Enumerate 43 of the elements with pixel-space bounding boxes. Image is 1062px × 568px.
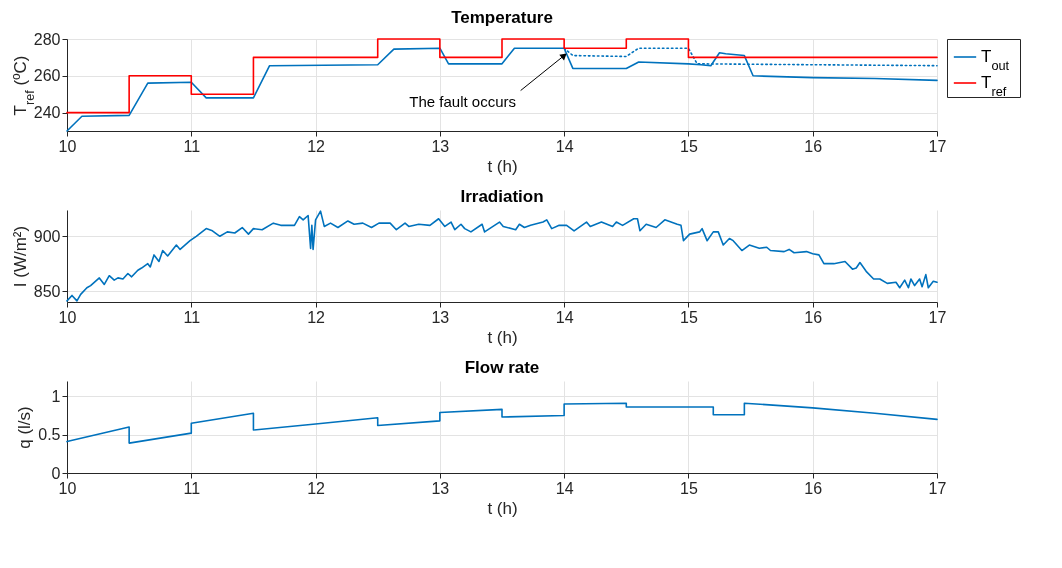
x-tick-label: 15 [680, 479, 698, 497]
x-tick-label: 15 [680, 308, 698, 326]
x-tick-label: 14 [555, 137, 574, 155]
x-tick-label: 16 [804, 137, 823, 155]
annotation: The fault occurs [409, 92, 516, 110]
x-axis-title: t (h) [487, 327, 518, 347]
y-tick-label: 0 [51, 464, 61, 482]
x-tick-label: 10 [58, 479, 77, 497]
chart-title: Irradiation [460, 187, 544, 206]
y-tick-label: 260 [33, 67, 61, 85]
x-tick-label: 10 [58, 308, 77, 326]
x-tick-label: 13 [431, 137, 450, 155]
x-tick-label: 17 [928, 479, 947, 497]
chart-title: Temperature [451, 8, 553, 27]
x-tick-label: 15 [680, 137, 698, 155]
chart-title: Flow rate [464, 358, 540, 377]
y-tick-label: 0.5 [38, 426, 61, 444]
y-tick-label: 280 [33, 30, 61, 48]
y-tick-label: 900 [33, 227, 61, 245]
x-tick-label: 16 [804, 479, 823, 497]
y-axis-title: q (l/s) [15, 406, 35, 449]
y-tick-label: 1 [51, 387, 61, 405]
x-tick-label: 14 [555, 308, 574, 326]
x-tick-label: 13 [431, 479, 450, 497]
x-tick-label: 10 [58, 137, 77, 155]
y-axis-title: I (W/m²) [10, 225, 30, 288]
x-tick-label: 12 [307, 137, 326, 155]
x-tick-label: 11 [183, 137, 201, 155]
x-tick-label: 11 [183, 308, 201, 326]
legend-label: T$_{out}$ [981, 47, 1010, 73]
y-tick-label: 850 [33, 282, 61, 300]
line-series [66, 402, 938, 444]
x-axis-title: t (h) [487, 156, 518, 176]
legend-label: T$_{ref}$ [981, 73, 1007, 99]
x-tick-label: 11 [183, 479, 201, 497]
x-tick-label: 14 [555, 479, 574, 497]
x-tick-label: 12 [307, 308, 326, 326]
x-tick-label: 16 [804, 308, 823, 326]
x-axis-title: t (h) [487, 498, 518, 518]
x-tick-label: 17 [928, 308, 947, 326]
x-tick-label: 17 [928, 137, 947, 155]
x-tick-label: 12 [307, 479, 326, 497]
x-tick-label: 13 [431, 308, 450, 326]
